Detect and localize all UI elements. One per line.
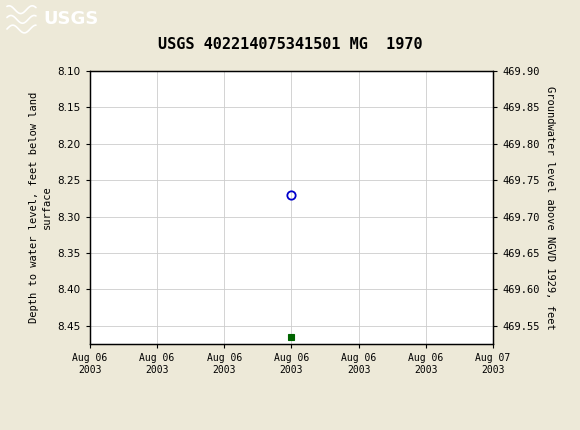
Text: USGS 402214075341501 MG  1970: USGS 402214075341501 MG 1970 [158,37,422,52]
Y-axis label: Depth to water level, feet below land
surface: Depth to water level, feet below land su… [29,92,52,323]
Y-axis label: Groundwater level above NGVD 1929, feet: Groundwater level above NGVD 1929, feet [545,86,555,329]
Text: USGS: USGS [44,10,99,28]
